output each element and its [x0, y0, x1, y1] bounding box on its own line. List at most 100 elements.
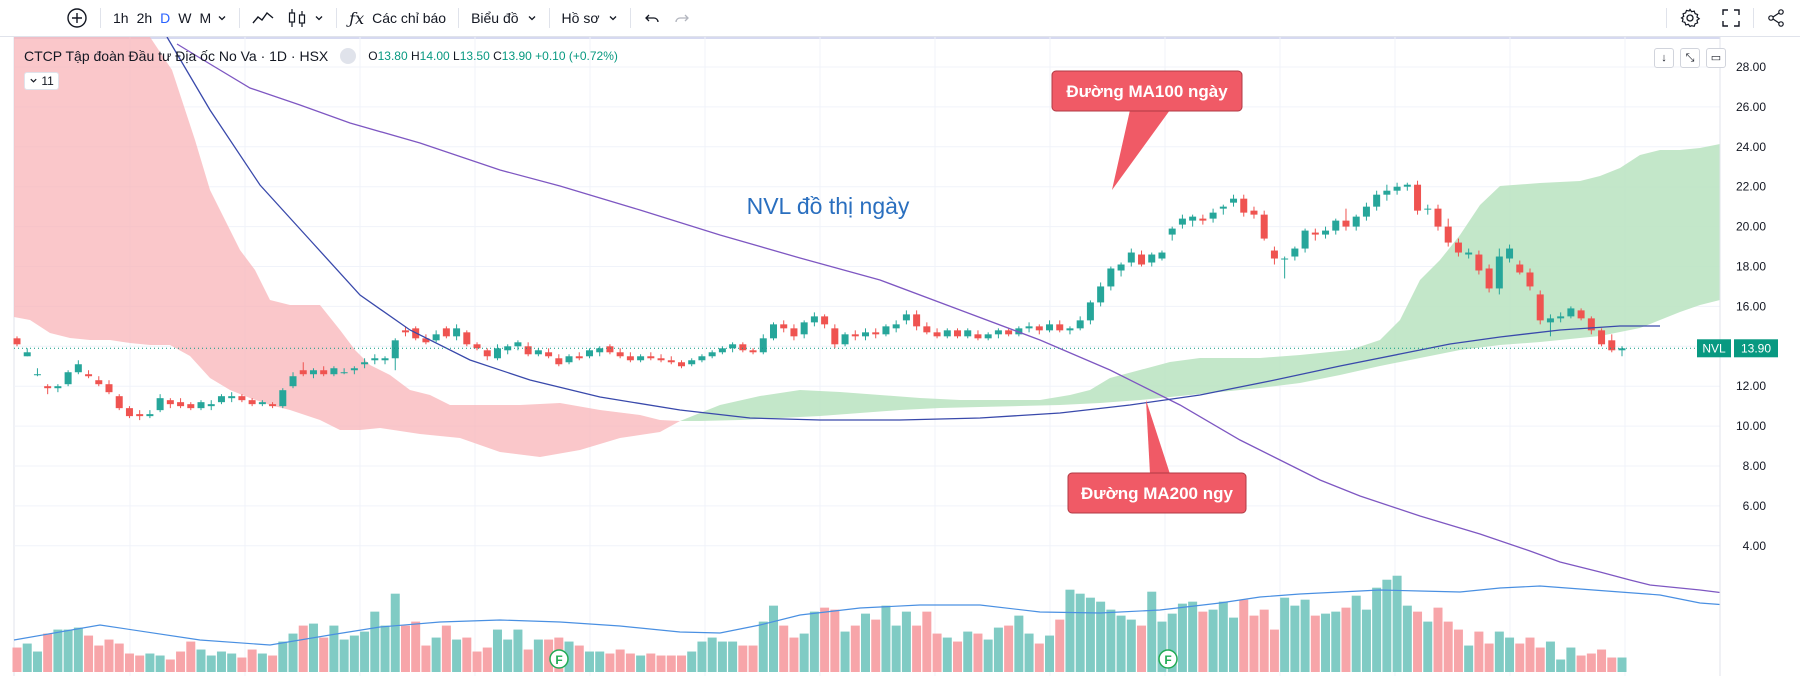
candle-body [1608, 340, 1616, 351]
candle-body [330, 368, 338, 375]
undo-button[interactable] [637, 4, 667, 32]
candle-body [1311, 232, 1319, 235]
arrow-down-icon: ↓ [1661, 52, 1667, 64]
open-key: O [368, 49, 378, 63]
candle-body [1117, 264, 1125, 271]
volume-bar [1341, 607, 1351, 672]
volume-bar [1218, 601, 1228, 672]
candle-body [422, 338, 430, 343]
fullscreen-button[interactable] [1715, 4, 1747, 32]
candle-body [1015, 328, 1023, 335]
chart-type-dropdown-button[interactable] [314, 4, 330, 32]
candle-body [279, 390, 287, 407]
candle-body [1414, 184, 1422, 211]
volume-bar [584, 651, 594, 672]
volume-bar [1515, 643, 1525, 672]
candle-body [708, 352, 716, 357]
candle-body [217, 396, 225, 403]
volume-bar [482, 647, 492, 672]
pane-settings-button[interactable]: ▭ [1706, 48, 1726, 68]
share-button[interactable] [1760, 4, 1792, 32]
volume-bar [1137, 625, 1147, 672]
candle-chart-type-button[interactable] [280, 4, 314, 32]
volume-bar [513, 629, 523, 672]
candle-body [442, 328, 450, 337]
indicators-collapse-button[interactable]: 11 [24, 72, 59, 90]
chart-layout-button[interactable]: Biểu đồ [465, 4, 542, 32]
candle-body [371, 358, 379, 361]
candle-body [1097, 286, 1105, 303]
volume-bar [625, 653, 635, 672]
candle-body [1444, 226, 1452, 243]
profile-button[interactable]: Hồ sơ [556, 4, 624, 32]
ma200-callout-label: Đường MA200 ngy [1081, 484, 1233, 503]
candle-body [1465, 252, 1473, 255]
candle-body [831, 328, 839, 345]
volume-bar [697, 641, 707, 672]
interval-dropdown-button[interactable] [217, 4, 233, 32]
add-symbol-button[interactable] [60, 4, 94, 32]
candle-body [1598, 330, 1606, 345]
chart-layout-label: Biểu đồ [471, 10, 519, 26]
line-chart-type-button[interactable] [246, 4, 280, 32]
volume-bar [1525, 637, 1535, 672]
interval-d[interactable]: D [160, 10, 171, 26]
gear-icon [1680, 8, 1701, 28]
more-options-icon[interactable] [340, 48, 357, 64]
volume-bar [676, 655, 686, 672]
move-down-button[interactable]: ↓ [1654, 48, 1674, 68]
volume-bar [196, 649, 206, 672]
volume-bar [1392, 575, 1402, 672]
bearish-cloud [14, 37, 680, 457]
candle-body [238, 396, 246, 401]
volume-bar [124, 653, 134, 672]
candle-body [739, 344, 747, 351]
redo-button[interactable] [667, 4, 697, 32]
volume-bar [1280, 597, 1290, 672]
earnings-marker-label: F [555, 653, 562, 667]
candle-body [1209, 212, 1217, 219]
interval-1h[interactable]: 1h [113, 10, 129, 26]
candle-body [125, 408, 133, 417]
indicators-button[interactable]: ƒx Các chỉ báo [343, 4, 452, 32]
price-chart[interactable]: FF 28.0026.0024.0022.0020.0018.0016.0014… [0, 37, 1800, 676]
maximize-pane-button[interactable]: ⤡ [1680, 48, 1700, 68]
interval-w[interactable]: W [178, 10, 192, 26]
candle-body [698, 356, 706, 361]
candle-body [1076, 320, 1084, 329]
candle-body [677, 362, 685, 367]
candle-body [810, 316, 818, 323]
volume-bar [319, 637, 329, 672]
volume-bar [1321, 613, 1331, 672]
volume-bar [1535, 647, 1545, 672]
candle-body [954, 330, 962, 337]
volume-bar [1505, 637, 1515, 672]
candle-body [821, 316, 829, 325]
candle-body [514, 342, 522, 347]
candle-body [1618, 348, 1626, 351]
interval-m[interactable]: M [199, 10, 212, 26]
ma100-callout-pointer [1112, 110, 1170, 190]
volume-bar [1556, 659, 1566, 672]
candle-body [136, 414, 144, 417]
candle-body [74, 364, 82, 373]
earnings-marker-label: F [1164, 653, 1171, 667]
toolbar-divider [336, 8, 338, 28]
volume-bar [1167, 613, 1177, 672]
volume-bar [155, 655, 165, 672]
volume-bar [1075, 593, 1085, 672]
symbol-title[interactable]: CTCP Tập đoàn Đầu tư Địa ốc No Va · 1D ·… [24, 48, 329, 64]
volume-bar [533, 639, 543, 672]
volume-bar [687, 651, 697, 672]
settings-button[interactable] [1673, 4, 1707, 32]
candle-body [984, 334, 992, 339]
volume-bar [1382, 579, 1392, 672]
chart-legend: CTCP Tập đoàn Đầu tư Địa ốc No Va · 1D ·… [24, 48, 618, 64]
volume-bar [1402, 605, 1412, 672]
candle-body [555, 358, 563, 365]
symbol-tag-label: NVL [1702, 341, 1726, 355]
price-tick-label: 24.00 [1736, 140, 1766, 154]
volume-bar [983, 639, 993, 672]
interval-2h[interactable]: 2h [136, 10, 153, 26]
candle-body [1127, 252, 1135, 263]
